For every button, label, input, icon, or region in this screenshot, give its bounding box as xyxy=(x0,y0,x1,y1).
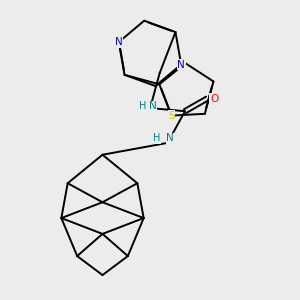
Text: S: S xyxy=(168,111,175,121)
Text: N: N xyxy=(166,133,174,143)
Text: N: N xyxy=(177,60,185,70)
Text: O: O xyxy=(210,94,218,103)
Text: N: N xyxy=(115,37,123,47)
Text: N: N xyxy=(149,101,157,112)
Text: H: H xyxy=(139,101,146,112)
Text: H: H xyxy=(153,133,160,143)
